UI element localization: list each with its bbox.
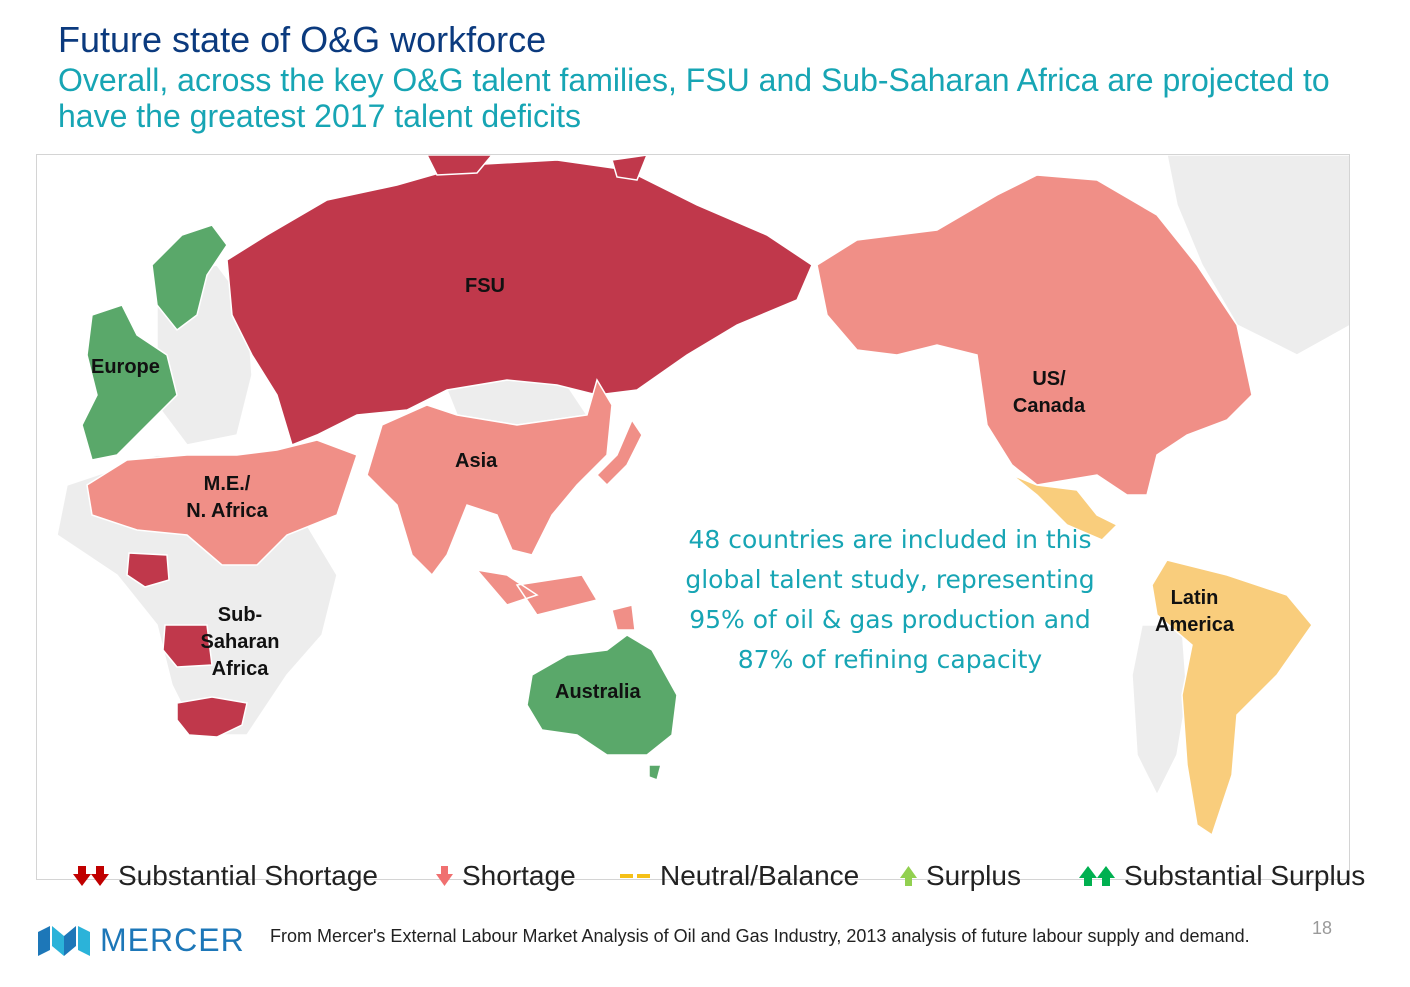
down-arrow-icon — [436, 866, 453, 886]
label-asia: Asia — [455, 450, 498, 472]
slide-title: Future state of O&G workforce — [58, 19, 547, 60]
region-nigeria — [126, 552, 170, 588]
callout-line-2: global talent study, representing — [685, 565, 1095, 594]
region-europe-scandinavia — [151, 224, 228, 332]
region-asia-islands — [475, 568, 636, 631]
region-fsu-islands — [426, 155, 648, 181]
region-mexico — [1011, 474, 1119, 541]
callout-line-4: 87% of refining capacity — [737, 645, 1043, 674]
world-map: FSU Europe US/ Canada Asia M.E./ N. Afri… — [36, 154, 1350, 880]
label-us-canada: US/ Canada — [999, 366, 1099, 420]
legend-substantial-surplus: Substantial Surplus — [1078, 856, 1365, 896]
page-number: 18 — [1312, 918, 1333, 938]
legend-neutral: Neutral/Balance — [618, 856, 859, 896]
label-ss-africa: Sub- Saharan Africa — [190, 602, 290, 683]
double-up-arrow-icon — [1079, 866, 1115, 886]
region-tasmania — [648, 764, 662, 781]
source-note: From Mercer's External Labour Market Ana… — [270, 926, 1250, 946]
region-australia — [526, 634, 678, 756]
callout-line-1: 48 countries are included in this — [688, 525, 1092, 554]
study-coverage-callout: 48 countries are included in this global… — [660, 520, 1120, 680]
legend-shortage: Shortage — [434, 856, 576, 896]
region-us-canada — [816, 174, 1253, 496]
region-me-nafrica — [86, 439, 358, 566]
label-australia: Australia — [555, 681, 641, 703]
mercer-logo-icon — [38, 925, 90, 956]
legend-label: Substantial Shortage — [118, 860, 378, 891]
legend-surplus: Surplus — [898, 856, 1021, 896]
label-fsu: FSU — [465, 275, 505, 297]
legend-label: Neutral/Balance — [660, 860, 860, 891]
label-me-nafrica-line-1: M.E./ — [203, 473, 251, 495]
region-latin-america — [1151, 559, 1313, 837]
label-us-canada-line-2: Canada — [1012, 395, 1086, 417]
legend-label: Surplus — [926, 860, 1021, 891]
label-latin-america-line-2: America — [1155, 614, 1234, 636]
slide-subtitle: Overall, across the key O&G talent famil… — [58, 62, 1330, 134]
label-latin-america: Latin America — [1142, 585, 1247, 639]
double-down-arrow-icon — [73, 866, 109, 886]
legend-substantial-shortage: Substantial Shortage — [72, 856, 378, 896]
up-arrow-icon — [900, 866, 917, 886]
world-map-shapes — [56, 155, 1349, 837]
region-south-africa — [176, 696, 248, 738]
mercer-logo-text: MERCER — [100, 922, 245, 958]
legend-label: Substantial Surplus — [1124, 860, 1366, 891]
region-europe-west — [81, 304, 178, 461]
label-ss-africa-line-2: Saharan — [200, 631, 280, 653]
region-asia-japan — [595, 418, 643, 487]
mercer-logo: MERCER — [36, 922, 245, 959]
dash-icon — [620, 874, 650, 878]
label-us-canada-line-1: US/ — [1032, 368, 1066, 390]
label-ss-africa-line-3: Africa — [211, 658, 269, 680]
legend-label: Shortage — [462, 860, 576, 891]
land-unshaded-greenland — [1166, 155, 1349, 356]
label-ss-africa-line-1: Sub- — [217, 604, 263, 626]
map-legend: Substantial Shortage Shortage Neutral/Ba… — [72, 856, 1392, 896]
callout-line-3: 95% of oil & gas production and — [689, 605, 1091, 634]
label-europe: Europe — [91, 356, 160, 378]
region-angola — [162, 624, 213, 668]
label-me-nafrica: M.E./ N. Africa — [172, 471, 282, 525]
label-me-nafrica-line-2: N. Africa — [186, 500, 268, 522]
label-latin-america-line-1: Latin — [1170, 587, 1219, 609]
land-unshaded-south-america — [1131, 624, 1188, 797]
region-asia — [366, 378, 613, 577]
